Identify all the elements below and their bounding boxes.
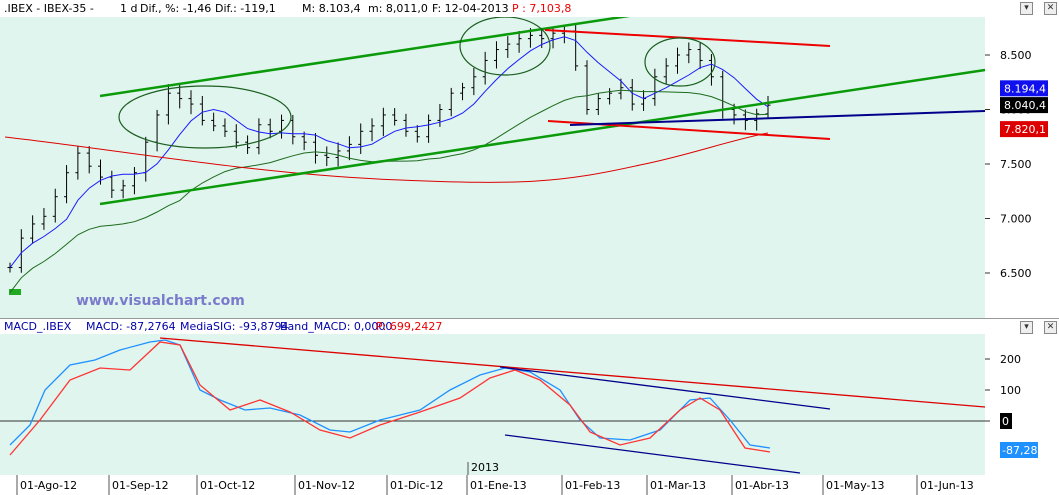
low-marker [9, 289, 21, 295]
signal-value: MediaSIG: -93,8794 [180, 320, 289, 333]
date-label: 01-Abr-13 [735, 479, 789, 492]
signal-line [9, 341, 771, 456]
price-tick-label: 8.500 [1000, 49, 1032, 62]
macd-tick-label: 100 [1000, 384, 1021, 397]
date-label: 01-Nov-12 [298, 479, 355, 492]
price-axis-panel [985, 17, 1059, 319]
trend-lower-green [99, 68, 986, 206]
trend-navy [569, 110, 986, 126]
macd-name: MACD_.IBEX [4, 320, 72, 333]
price-badge [1000, 97, 1048, 114]
date-label: 01-Dic-12 [390, 479, 444, 492]
date-label: 01-Mar-13 [650, 479, 706, 492]
pattern-ellipse [644, 37, 716, 87]
p-label: P : 7,103,8 [512, 2, 572, 15]
macd-panel [0, 334, 985, 475]
price-tick-label: 6.500 [1000, 267, 1032, 280]
macd-line [9, 339, 771, 449]
macd-trend-red [159, 337, 986, 408]
macd-menu-icon[interactable]: ▾ [1020, 321, 1033, 334]
ma-red-line [4, 132, 769, 183]
price-tick-label: 7.500 [1000, 158, 1032, 171]
price-tick-label: 7.000 [1000, 213, 1032, 226]
price-panel [0, 17, 985, 319]
watermark: www.visualchart.com [76, 293, 245, 309]
dif-pct: Dif., %: -1,46 [140, 2, 212, 15]
ma-blue-line [9, 36, 769, 268]
pattern-ellipse [118, 85, 292, 149]
macd-close-icon[interactable]: ✕ [1044, 321, 1057, 334]
macd-trend-navy-upper [499, 366, 831, 410]
date-label: 01-Oct-12 [200, 479, 255, 492]
date-label: 01-Ago-12 [20, 479, 77, 492]
macd-tick-label: 200 [1000, 353, 1021, 366]
min-label: m: 8,011,0 [368, 2, 428, 15]
band-value: Band_MACD: 0,0000 [280, 320, 393, 333]
macd-zero-badge-label: 0 [1002, 415, 1009, 428]
window-menu-icon[interactable]: ▾ [1020, 2, 1033, 15]
date-axis [0, 475, 1059, 495]
macd-value-badge [1000, 442, 1038, 458]
max-label: M: 8.103,4 [302, 2, 361, 15]
date-label: 01-Sep-12 [112, 479, 169, 492]
date-label: 01-Ene-13 [470, 479, 527, 492]
price-badge-label: 8.040,4 [1004, 99, 1046, 112]
macd-zero-badge [1000, 413, 1012, 429]
price-badge-label: 7.820,1 [1004, 123, 1046, 136]
price-header: .IBEX - IBEX-35 - 1 d Dif., %: -1,46 Dif… [0, 0, 1059, 17]
pattern-ellipse [459, 16, 551, 76]
price-badge-label: 8.194,4 [1004, 82, 1046, 95]
price-badge [1000, 80, 1048, 97]
macd-header: MACD_.IBEX MACD: -87,2764 MediaSIG: -93,… [0, 319, 1059, 334]
macd-p-value: P: 699,2427 [376, 320, 443, 333]
date-label: 01-Feb-13 [565, 479, 620, 492]
window-close-icon[interactable]: ✕ [1044, 2, 1057, 15]
macd-value-badge-label: -87,28 [1002, 444, 1037, 457]
price-badge [1000, 121, 1048, 138]
date-label: F: 12-04-2013 [432, 2, 509, 15]
dif-abs: Dif.: -119,1 [215, 2, 276, 15]
symbol-title: .IBEX - IBEX-35 - [4, 2, 94, 15]
macd-trend-navy-lower [504, 434, 801, 474]
year-marker: 2013 [471, 461, 499, 474]
date-label: 01-May-13 [826, 479, 884, 492]
macd-value: MACD: -87,2764 [86, 320, 176, 333]
date-label: 01-Jun-13 [920, 479, 974, 492]
trend-upper-green [99, 13, 636, 98]
period-label: 1 d [120, 2, 138, 15]
